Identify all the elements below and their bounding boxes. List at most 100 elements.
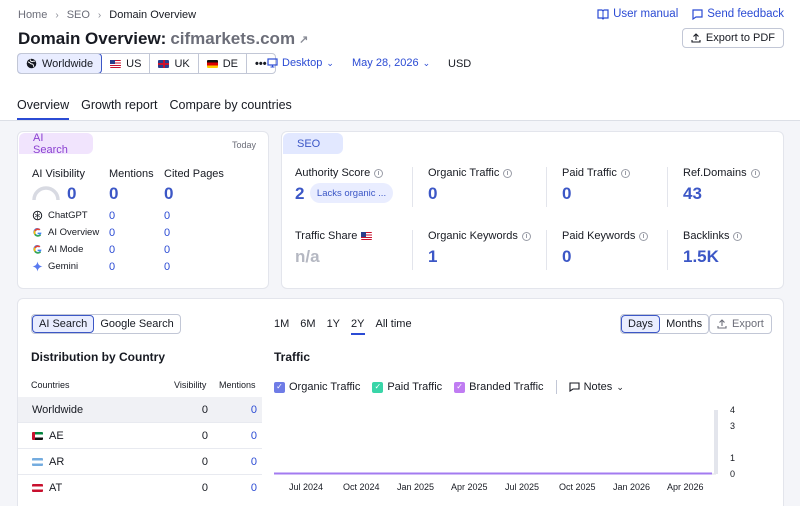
engine-cited[interactable]: 0 bbox=[164, 210, 171, 222]
info-icon[interactable] bbox=[503, 168, 513, 178]
upload-icon bbox=[717, 319, 727, 329]
toggle-ai-search[interactable]: AI Search bbox=[32, 315, 95, 333]
info-icon[interactable] bbox=[521, 231, 531, 241]
engine-name: ChatGPT bbox=[48, 210, 88, 221]
legend-organic[interactable]: ✓ Organic Traffic bbox=[274, 381, 360, 393]
toggle-months[interactable]: Months bbox=[666, 318, 703, 330]
db-de[interactable]: DE bbox=[199, 54, 247, 73]
col-mentions[interactable]: Mentions bbox=[219, 380, 256, 390]
mentions-value[interactable]: 0 bbox=[250, 403, 257, 416]
authority-status-tag[interactable]: Lacks organic ... bbox=[310, 183, 393, 203]
period-all-time[interactable]: All time bbox=[375, 318, 412, 330]
info-icon[interactable] bbox=[639, 231, 649, 241]
period-2y[interactable]: 2Y bbox=[351, 318, 365, 335]
organic-keywords-value[interactable]: 1 bbox=[428, 247, 438, 266]
legend-paid[interactable]: ✓ Paid Traffic bbox=[372, 381, 442, 393]
db-worldwide[interactable]: Worldwide bbox=[17, 54, 103, 73]
us-flag-icon bbox=[361, 232, 373, 240]
table-row[interactable]: AT 0 0 bbox=[18, 475, 262, 501]
database-selector: Worldwide US UK DE ••• bbox=[17, 53, 276, 74]
engine-mentions[interactable]: 0 bbox=[109, 210, 116, 222]
info-icon[interactable] bbox=[750, 168, 760, 178]
traffic-chart: 4 3 1 0 Jul 2024 Oct 2024 Jan 2025 Apr 2025 Jul … bbox=[274, 405, 735, 492]
period-6m[interactable]: 6M bbox=[300, 318, 316, 330]
paid-keywords-value[interactable]: 0 bbox=[562, 247, 572, 266]
ref-domains-value[interactable]: 43 bbox=[683, 184, 702, 203]
currency-select[interactable]: USD bbox=[448, 58, 472, 70]
legend-label: Organic Traffic bbox=[289, 381, 361, 393]
backlinks-value[interactable]: 1.5K bbox=[683, 247, 719, 266]
toggle-days[interactable]: Days bbox=[621, 315, 661, 333]
engine-cited[interactable]: 0 bbox=[164, 227, 171, 239]
engine-mentions[interactable]: 0 bbox=[109, 227, 116, 239]
breadcrumb-seo[interactable]: SEO bbox=[66, 9, 90, 21]
period-selector: 1M 6M 1Y 2Y All time bbox=[274, 318, 412, 335]
period-1y[interactable]: 1Y bbox=[326, 318, 341, 330]
domain-name[interactable]: cifmarkets.com bbox=[170, 29, 296, 48]
y-tick-label: 4 bbox=[730, 405, 735, 415]
user-manual-link[interactable]: User manual bbox=[597, 8, 678, 20]
x-tick-label: Jan 2025 bbox=[397, 482, 434, 492]
authority-score-text: Authority Score bbox=[295, 167, 371, 179]
period-1m[interactable]: 1M bbox=[274, 318, 290, 330]
device-select[interactable]: Desktop ⌄ bbox=[267, 57, 334, 69]
chevron-right-icon: › bbox=[55, 9, 59, 21]
x-tick-label: Oct 2025 bbox=[559, 482, 596, 492]
uk-flag-icon bbox=[158, 59, 170, 68]
ref-domains-text: Ref.Domains bbox=[683, 167, 747, 179]
table-row[interactable]: Worldwide 0 0 bbox=[18, 397, 262, 423]
table-row[interactable]: AR 0 0 bbox=[18, 449, 262, 475]
mentions-value[interactable]: 0 bbox=[250, 482, 257, 494]
y-tick-label: 1 bbox=[730, 453, 735, 463]
tab-growth-report[interactable]: Growth report bbox=[81, 98, 158, 112]
chevron-right-icon: › bbox=[97, 9, 102, 21]
db-uk-label: UK bbox=[174, 57, 190, 70]
toggle-google-search[interactable]: Google Search bbox=[100, 318, 174, 330]
authority-score-value[interactable]: 2 bbox=[295, 184, 305, 203]
info-icon[interactable] bbox=[733, 231, 743, 241]
engine-cited[interactable]: 0 bbox=[164, 261, 171, 273]
export-pdf-button[interactable]: Export to PDF bbox=[681, 28, 784, 48]
db-uk[interactable]: UK bbox=[150, 54, 199, 73]
info-icon[interactable] bbox=[620, 168, 630, 178]
db-de-label: DE bbox=[222, 57, 238, 70]
notes-dropdown[interactable]: Notes ⌄ bbox=[569, 381, 624, 393]
info-icon[interactable] bbox=[374, 168, 384, 178]
divider bbox=[546, 167, 547, 207]
send-feedback-label: Send feedback bbox=[707, 8, 784, 20]
external-link-icon[interactable]: ↗ bbox=[299, 33, 309, 46]
breadcrumb-home[interactable]: Home bbox=[18, 9, 48, 21]
divider bbox=[546, 230, 547, 270]
backlinks-text: Backlinks bbox=[683, 230, 730, 242]
db-us[interactable]: US bbox=[102, 54, 151, 73]
export-button[interactable]: Export bbox=[709, 314, 772, 334]
at-flag-icon bbox=[32, 484, 43, 492]
date-select[interactable]: May 28, 2026 ⌄ bbox=[352, 57, 430, 69]
engine-chatgpt: ChatGPT bbox=[32, 210, 88, 221]
more-databases-button[interactable]: ••• bbox=[247, 54, 275, 73]
paid-keywords-text: Paid Keywords bbox=[562, 230, 636, 242]
checkbox-icon: ✓ bbox=[372, 381, 384, 393]
engine-mentions[interactable]: 0 bbox=[109, 261, 116, 273]
col-visibility[interactable]: Visibility bbox=[174, 380, 207, 390]
table-row[interactable]: AE 0 0 bbox=[18, 423, 262, 449]
mentions-value[interactable]: 0 bbox=[109, 184, 119, 203]
breadcrumb-current: Domain Overview bbox=[109, 9, 197, 21]
mentions-value[interactable]: 0 bbox=[250, 429, 257, 442]
cited-pages-value[interactable]: 0 bbox=[164, 184, 174, 203]
engine-cited[interactable]: 0 bbox=[164, 244, 171, 256]
tab-compare-by-countries[interactable]: Compare by countries bbox=[169, 98, 292, 112]
tab-overview[interactable]: Overview bbox=[17, 98, 70, 120]
header-links: User manual Send feedback bbox=[597, 8, 784, 20]
send-feedback-link[interactable]: Send feedback bbox=[692, 8, 784, 20]
legend-branded[interactable]: ✓ Branded Traffic bbox=[454, 381, 544, 393]
paid-traffic-value[interactable]: 0 bbox=[562, 184, 572, 203]
ref-domains-label: Ref.Domains bbox=[683, 167, 760, 179]
mentions-value[interactable]: 0 bbox=[250, 455, 257, 468]
backlinks-label: Backlinks bbox=[683, 230, 743, 242]
x-tick-label: Apr 2026 bbox=[667, 482, 704, 492]
x-tick-label: Oct 2024 bbox=[343, 482, 380, 492]
visibility-value: 0 bbox=[201, 403, 208, 416]
organic-traffic-value[interactable]: 0 bbox=[428, 184, 438, 203]
engine-mentions[interactable]: 0 bbox=[109, 244, 116, 256]
